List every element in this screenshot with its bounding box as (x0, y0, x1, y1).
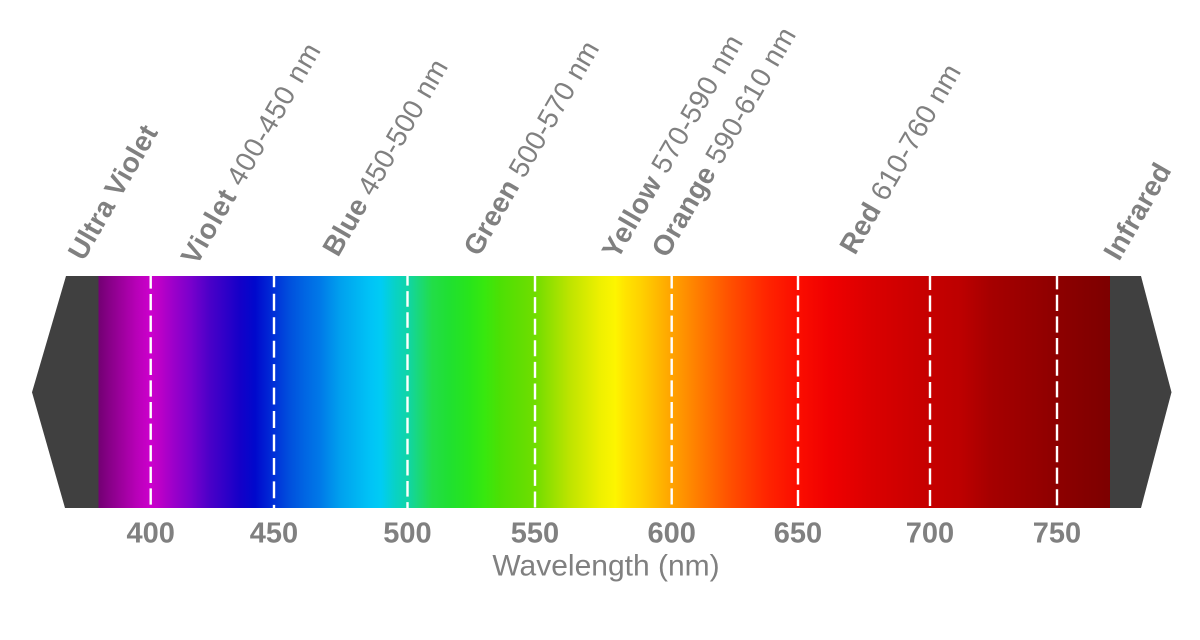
svg-text:400: 400 (127, 518, 175, 550)
svg-text:700: 700 (906, 518, 954, 550)
svg-text:600: 600 (648, 518, 696, 550)
svg-text:450: 450 (250, 518, 298, 550)
svg-text:750: 750 (1033, 518, 1081, 550)
svg-text:Infrared: Infrared (1097, 157, 1177, 265)
svg-text:500: 500 (383, 518, 431, 550)
svg-text:Blue 450-500 nm: Blue 450-500 nm (316, 54, 454, 261)
svg-text:Wavelength (nm): Wavelength (nm) (492, 550, 719, 583)
svg-text:650: 650 (774, 518, 822, 550)
svg-text:Green 500-570 nm: Green 500-570 nm (457, 35, 605, 260)
svg-text:Red 610-760 nm: Red 610-760 nm (833, 58, 967, 259)
svg-text:Ultra Violet: Ultra Violet (62, 119, 164, 265)
svg-text:Violet 400-450 nm: Violet 400-450 nm (175, 37, 327, 270)
svg-text:550: 550 (511, 518, 559, 550)
